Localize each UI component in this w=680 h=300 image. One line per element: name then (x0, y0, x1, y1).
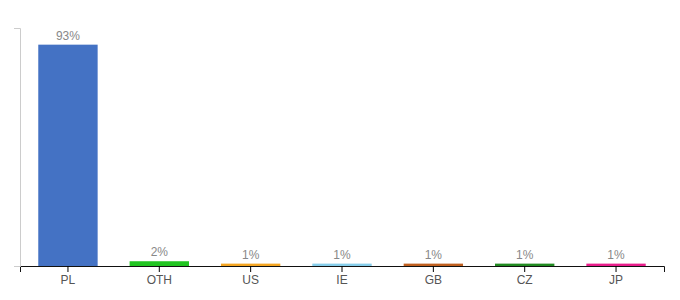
x-tick-mark (433, 266, 434, 272)
x-tick-label: JP (609, 273, 623, 287)
x-tick: US (242, 266, 259, 287)
y-axis (14, 29, 21, 267)
x-tick-mark (67, 266, 68, 272)
x-tick: PL (61, 266, 76, 287)
x-tick: JP (609, 266, 623, 287)
x-tick-label: GB (425, 273, 442, 287)
x-tick-mark (524, 266, 525, 272)
x-tick-mark (159, 266, 160, 272)
x-tick-label: OTH (147, 273, 172, 287)
x-tick: CZ (517, 266, 533, 287)
data-label: 1% (425, 248, 443, 262)
bar (404, 264, 463, 266)
data-label: 2% (151, 245, 169, 259)
x-axis: PL OTH US IE GB CZ JP (21, 266, 665, 287)
x-tick: OTH (147, 266, 172, 287)
x-axis-line (21, 267, 665, 273)
bar (38, 45, 97, 266)
bar (495, 264, 554, 266)
data-label: 1% (333, 248, 351, 262)
bar (312, 264, 371, 266)
x-tick-label: PL (61, 273, 76, 287)
data-label: 1% (242, 248, 260, 262)
bar (130, 261, 189, 266)
data-labels: 93% 2% 1% 1% 1% 1% 1% (56, 29, 625, 262)
x-tick-mark (616, 266, 617, 272)
x-tick-mark (342, 266, 343, 272)
x-tick-label: US (242, 273, 259, 287)
x-tick-label: IE (336, 273, 347, 287)
y-axis-line (14, 29, 21, 267)
x-tick-mark (250, 266, 251, 272)
data-label: 1% (516, 248, 534, 262)
plot: PL OTH US IE GB CZ JP 93% 2% 1% 1% 1% 1% 1% (14, 29, 665, 287)
x-tick-label: CZ (517, 273, 533, 287)
bars (38, 45, 645, 266)
x-tick: IE (336, 266, 347, 287)
data-label: 1% (607, 248, 625, 262)
x-tick: GB (425, 266, 442, 287)
bar (586, 264, 645, 266)
bar (221, 264, 280, 266)
chart: PL OTH US IE GB CZ JP 93% 2% 1% 1% 1% 1% 1% (0, 0, 680, 300)
data-label: 93% (56, 29, 80, 43)
